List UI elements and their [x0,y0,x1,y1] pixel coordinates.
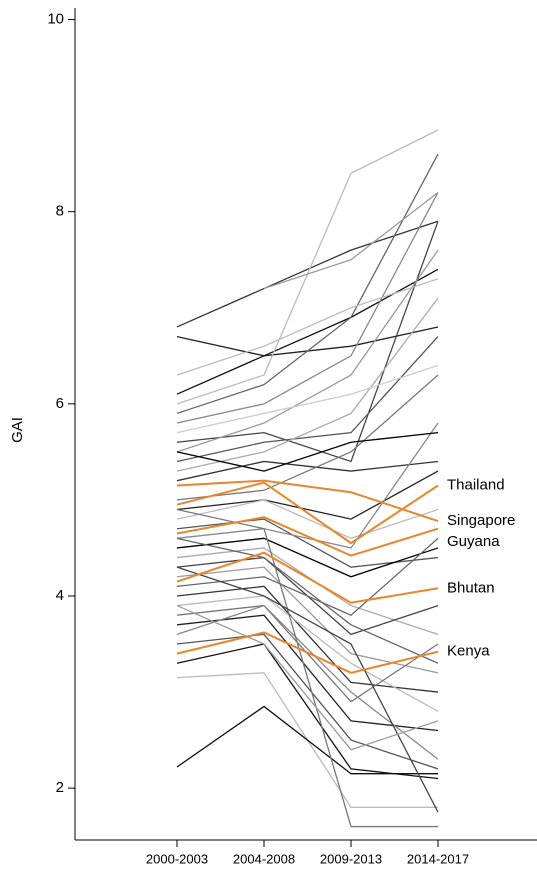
country-line [176,268,439,395]
country-line [176,595,439,712]
country-line [176,297,439,472]
country-line [176,508,438,828]
country-line [176,604,439,751]
country-line [176,470,439,520]
y-tick-label: 2 [56,779,64,796]
highlight-line [176,551,439,604]
country-line [176,460,439,482]
y-tick-label: 6 [56,395,64,412]
country-line [176,336,439,463]
y-tick-label: 10 [47,10,64,27]
country-line [176,432,439,472]
x-tick-label: 2000-2003 [146,851,208,866]
series-label: Thailand [447,476,505,493]
highlight-line [176,479,439,522]
country-line [176,153,439,415]
country-line [176,566,439,813]
country-line [176,422,439,549]
country-line [176,705,438,775]
series-label: Singapore [447,512,515,529]
highlight-line [176,481,439,545]
series-label: Kenya [447,643,490,660]
country-line [263,191,439,290]
country-line [176,221,439,463]
country-line [176,364,439,434]
series-label: Guyana [447,533,500,550]
country-line [176,249,439,453]
y-tick-label: 4 [56,587,64,604]
x-tick-label: 2014-2017 [407,851,469,866]
highlight-line [176,631,439,674]
country-line [176,633,439,770]
x-tick-label: 2004-2008 [233,851,295,866]
y-tick-label: 8 [56,203,64,220]
country-line [176,374,439,501]
country-line [176,604,439,760]
series-label: Bhutan [447,579,495,596]
y-axis-label: GAI [9,417,26,443]
highlight-line [176,516,439,557]
x-tick-label: 2009-2013 [320,851,382,866]
country-line [176,278,439,376]
country-line [176,499,439,540]
country-line [176,537,439,664]
country-line [176,614,439,732]
country-line [176,537,439,578]
country-line [176,192,439,424]
